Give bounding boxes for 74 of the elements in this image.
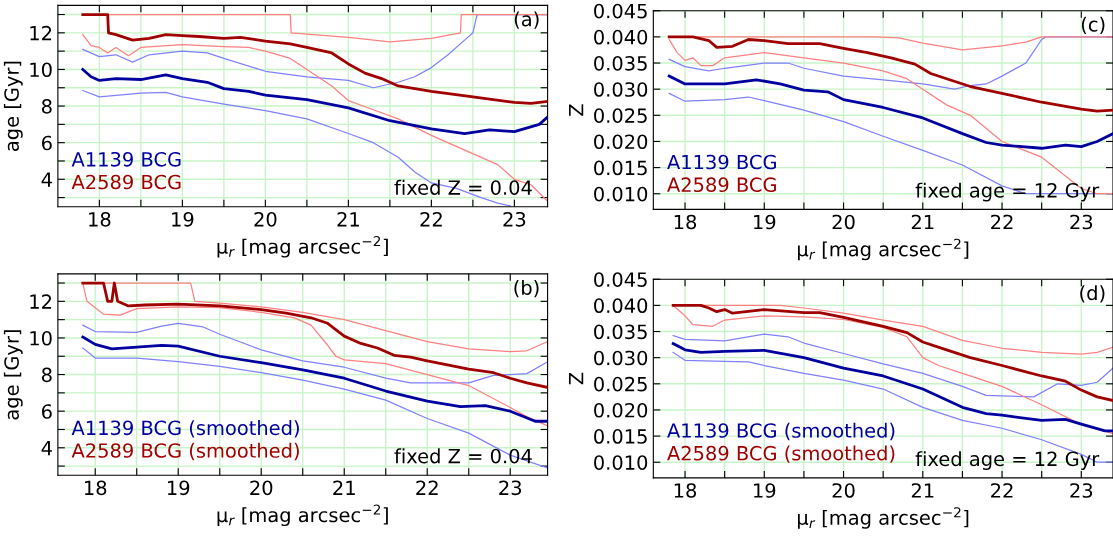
x-tick-label: 18 [674,483,697,498]
text: A2589 BCG (smoothed) [71,442,299,461]
y-tick-label: 8 [41,367,52,383]
x-tick-label: 23 [503,211,526,227]
y-tick-label: 0.025 [594,108,647,123]
annotation: (a) [514,11,539,29]
x-tick-label: 19 [168,480,190,496]
x-tick-label: 22 [991,214,1013,230]
x-tick-label: 22 [420,211,442,227]
x-axis-title: μ$_{r}$ [mag arcsec$^{−2}$] [798,507,969,529]
y-tick-label: 0.030 [594,82,648,97]
annotation: (b) [514,279,539,298]
y-tick-label: 6 [42,135,52,151]
y-axis-title: Z [569,372,584,385]
annotation: fixed Z = 0.04 [394,179,532,195]
annotation: fixed age = 12 Gyr [915,182,1100,202]
y-tick-label: 4 [41,441,52,456]
x-tick-label: 22 [416,480,438,495]
y-tick-label: 0.010 [594,186,648,202]
annotation: fixed Z = 0.04 [394,448,532,464]
x-axis-title: μ$_{r}$ [mag arcsec$^{−2}$] [217,504,388,527]
x-tick-label: 19 [754,214,776,230]
x-tick-label: 22 [991,483,1013,498]
y-tick-label: 0.035 [594,55,647,71]
y-tick-label: 4 [41,172,52,187]
text: A1139 BCG [71,151,181,167]
y-tick-label: 0.015 [594,429,647,444]
x-tick-label: 20 [254,211,277,227]
y-tick-label: 0.045 [594,272,647,287]
x-tick-label: 21 [911,214,934,230]
annotation: fixed age = 12 Gyr [915,451,1100,470]
text: A2589 BCG [71,174,181,190]
x-axis-title: μ$_{r}$ [mag arcsec$^{−2}$] [217,235,388,258]
x-tick-label: 21 [911,483,934,498]
y-tick-label: 6 [42,404,52,419]
x-tick-label: 18 [674,214,697,230]
y-tick-label: 0.020 [594,402,648,418]
x-tick-label: 23 [1070,214,1093,230]
y-tick-label: 12 [30,25,52,41]
y-tick-label: 10 [30,330,52,346]
x-tick-label: 21 [333,480,355,495]
x-tick-label: 20 [832,214,855,230]
y-tick-label: 12 [30,294,52,309]
y-tick-label: 0.040 [594,298,648,314]
y-axis-title: Z [569,104,584,116]
x-tick-label: 18 [89,211,111,227]
y-tick-label: 0.015 [594,160,647,176]
y-tick-label: 0.035 [594,324,647,340]
text: A1139 BCG [667,154,776,170]
y-tick-label: 8 [41,99,52,114]
y-tick-label: 0.040 [594,29,648,45]
text: A2589 BCG [667,177,776,193]
x-tick-label: 21 [337,211,359,227]
x-tick-label: 18 [84,480,107,496]
x-axis-title: μ$_{r}$ [mag arcsec$^{−2}$] [798,238,969,261]
y-tick-label: 0.030 [594,350,648,366]
x-tick-label: 23 [1070,483,1093,498]
y-tick-label: 0.020 [594,134,648,150]
x-tick-label: 19 [754,483,776,498]
y-tick-label: 10 [30,62,52,78]
y-tick-label: 0.025 [594,376,647,392]
y-axis-title: age [Gyr] [3,61,23,151]
text: A1139 BCG (smoothed) [667,422,895,441]
text: A2589 BCG (smoothed) [667,445,895,463]
annotation: (c) [1081,16,1105,35]
y-axis-title: age [Gyr] [3,330,23,420]
y-tick-label: 0.010 [594,455,648,470]
x-tick-label: 20 [832,483,855,498]
x-tick-label: 19 [172,211,194,227]
y-tick-label: 0.045 [594,3,647,19]
text: A1139 BCG (smoothed) [71,420,299,438]
x-tick-label: 20 [250,480,273,496]
x-tick-label: 23 [499,480,522,496]
annotation: (d) [1080,285,1105,303]
